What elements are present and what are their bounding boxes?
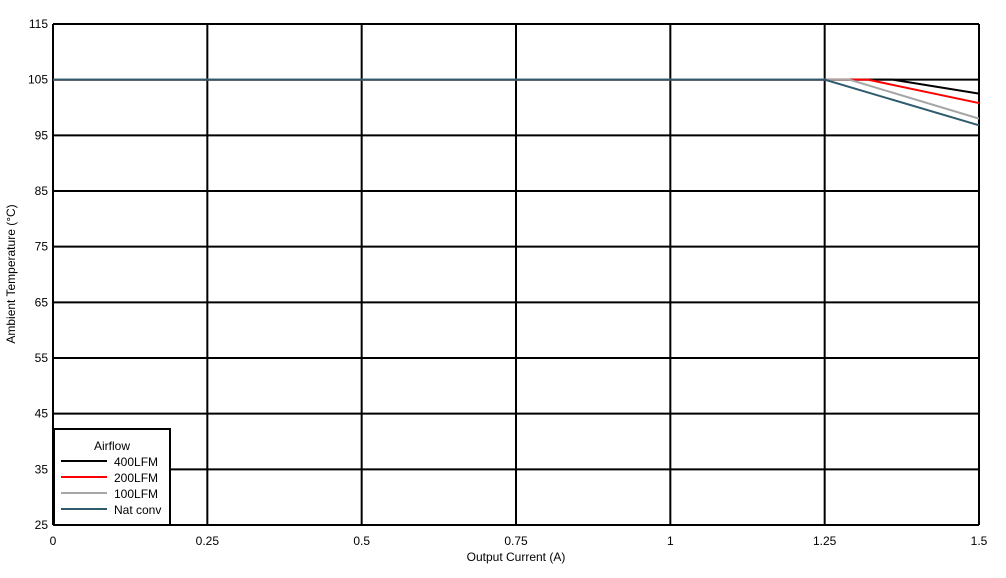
- legend-label: 400LFM: [114, 455, 158, 469]
- y-tick-label: 75: [35, 240, 49, 254]
- legend-title: Airflow: [94, 439, 130, 453]
- y-tick-label: 85: [35, 184, 49, 198]
- x-tick-label: 0: [50, 534, 57, 548]
- series-lines: [53, 78, 980, 127]
- y-axis-label: Ambient Temperature (°C): [4, 204, 18, 343]
- x-tick-label: 1: [667, 534, 674, 548]
- series-line-nat-conv: [53, 78, 980, 127]
- y-tick-label: 45: [35, 407, 49, 421]
- y-tick-label: 25: [35, 518, 49, 532]
- tick-labels: 0 0.25 0.5 0.75 1 1.25 1.5 25 35 45 55 65 75 85 95 105 1…: [28, 17, 988, 548]
- y-tick-label: 55: [35, 351, 49, 365]
- legend-label: Nat conv: [114, 503, 161, 517]
- legend-label: 200LFM: [114, 471, 158, 485]
- x-tick-label: 1.5: [971, 534, 988, 548]
- y-tick-label: 95: [35, 128, 49, 142]
- x-axis-label: Output Current (A): [467, 550, 566, 564]
- y-tick-label: 115: [29, 17, 48, 31]
- grid: [52, 23, 980, 526]
- y-tick-label: 65: [35, 295, 49, 309]
- legend: Airflow 400LFM 200LFM 100LFM Nat conv: [53, 428, 171, 526]
- x-tick-label: 0.25: [196, 534, 220, 548]
- legend-label: 100LFM: [114, 487, 158, 501]
- y-tick-label: 105: [28, 73, 48, 87]
- x-tick-label: 0.75: [504, 534, 528, 548]
- x-tick-label: 1.25: [813, 534, 837, 548]
- x-tick-label: 0.5: [353, 534, 370, 548]
- y-tick-label: 35: [35, 462, 49, 476]
